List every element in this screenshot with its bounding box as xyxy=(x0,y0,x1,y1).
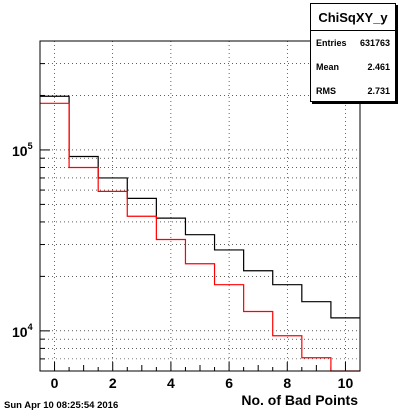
x-tick-label: 4 xyxy=(167,375,175,391)
x-axis-title: No. of Bad Points xyxy=(241,392,358,408)
plot-area xyxy=(40,41,360,371)
y-tick-label: 105 xyxy=(12,141,33,159)
datestamp: Sun Apr 10 08:25:54 2016 xyxy=(4,400,119,411)
stats-rms-value: 2.731 xyxy=(367,86,390,96)
stats-entries-label: Entries xyxy=(316,38,347,48)
series-line-2 xyxy=(40,102,360,372)
x-tick-label: 2 xyxy=(109,375,117,391)
stats-box: ChiSqXY_y Entries 631763 Mean 2.461 RMS … xyxy=(310,3,396,102)
plot-frame xyxy=(39,40,361,372)
x-tick-label: 8 xyxy=(283,375,291,391)
stats-entries-value: 631763 xyxy=(359,38,390,48)
stats-entries-row: Entries 631763 xyxy=(311,31,395,55)
x-tick-label: 10 xyxy=(338,375,354,391)
stats-mean-row: Mean 2.461 xyxy=(311,55,395,79)
axis-ticks xyxy=(40,40,346,372)
x-tick-labels: 0 2 4 6 8 10 xyxy=(51,375,354,391)
y-tick-labels: 104 105 xyxy=(12,141,33,340)
stats-mean-value: 2.461 xyxy=(367,62,390,72)
x-tick-label: 0 xyxy=(51,375,59,391)
stats-rms-label: RMS xyxy=(316,86,336,96)
stats-title: ChiSqXY_y xyxy=(311,4,395,31)
y-tick-label: 104 xyxy=(12,322,33,340)
series-group xyxy=(40,95,360,372)
stats-rms-row: RMS 2.731 xyxy=(311,79,395,103)
stats-mean-label: Mean xyxy=(316,62,340,72)
x-tick-label: 6 xyxy=(225,375,233,391)
